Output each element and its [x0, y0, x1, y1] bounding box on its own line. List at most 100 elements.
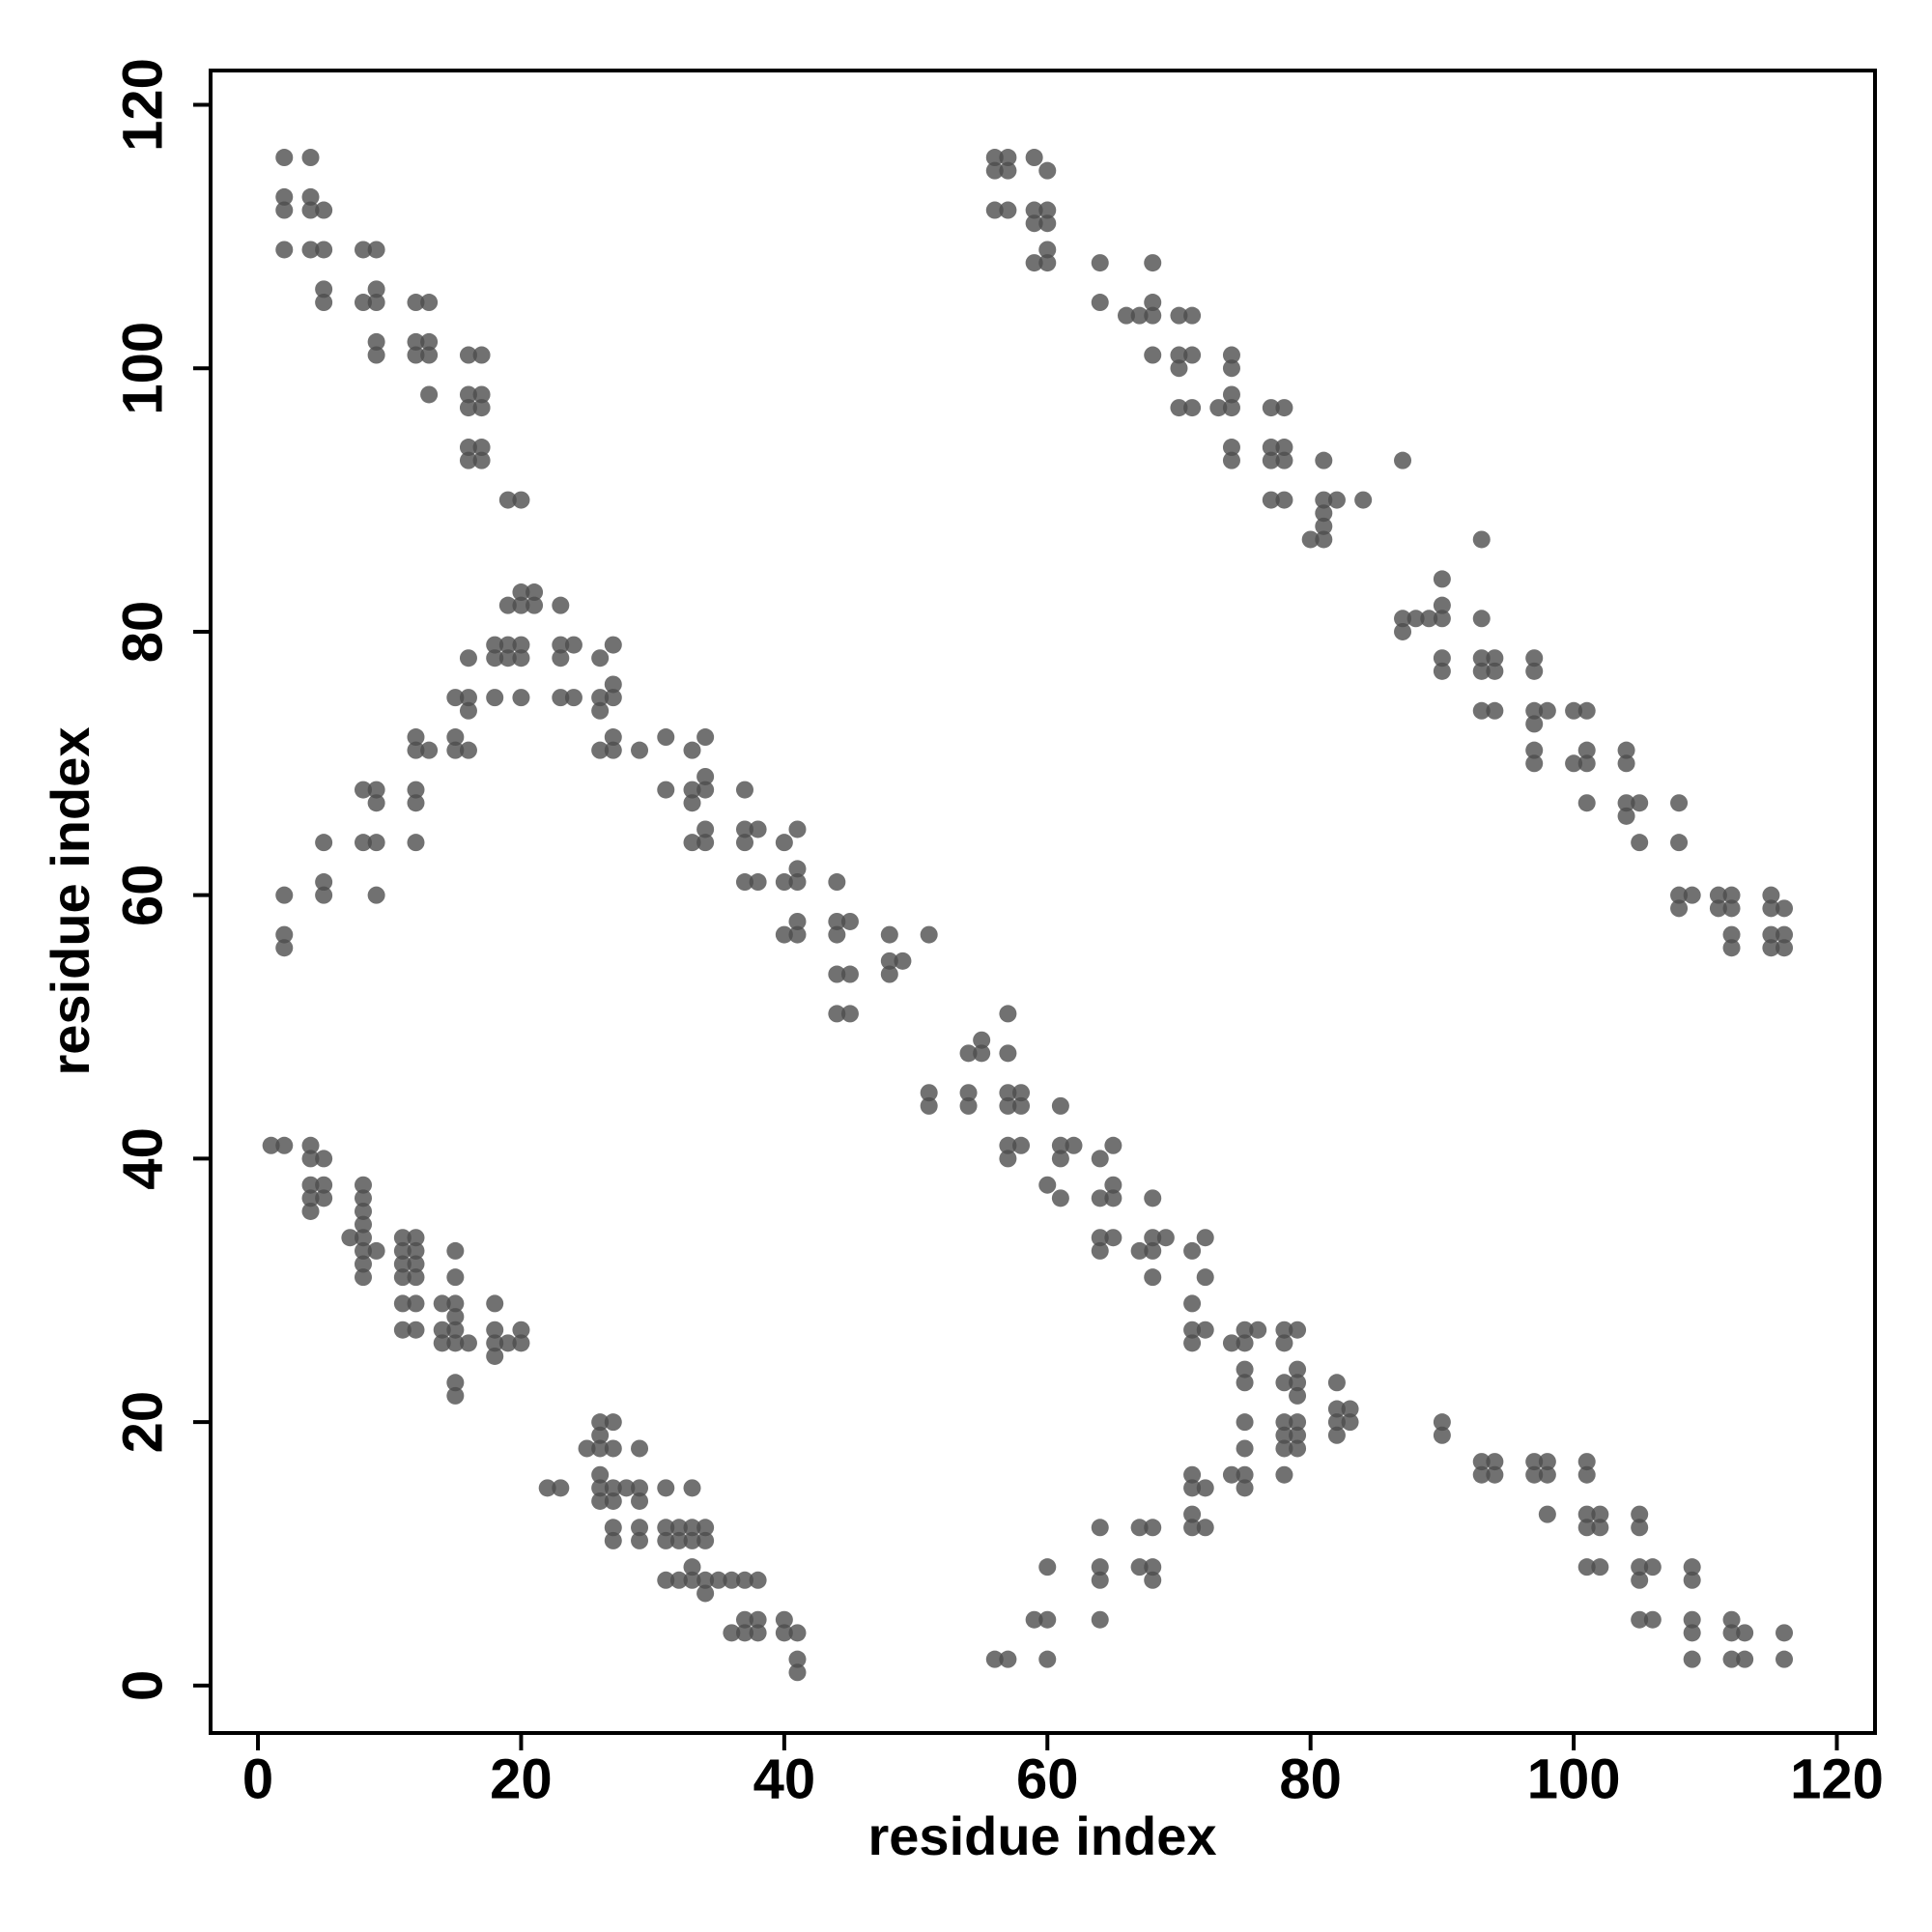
- point: [301, 1189, 320, 1208]
- point: [696, 767, 715, 785]
- point: [1091, 1558, 1109, 1577]
- point: [1183, 1465, 1202, 1484]
- point: [354, 781, 372, 799]
- point: [1472, 530, 1491, 549]
- point: [367, 834, 385, 852]
- point: [1275, 1321, 1293, 1339]
- point: [723, 1624, 741, 1642]
- point: [1144, 1558, 1162, 1577]
- point: [512, 1334, 530, 1352]
- point: [1104, 1229, 1122, 1247]
- point: [315, 886, 333, 904]
- point: [1275, 491, 1293, 509]
- point: [1354, 491, 1373, 509]
- point: [407, 1268, 425, 1287]
- point: [1117, 306, 1135, 325]
- point: [591, 701, 610, 720]
- point: [604, 1531, 622, 1549]
- point: [683, 1519, 701, 1537]
- point: [920, 1084, 938, 1102]
- point: [1591, 1558, 1609, 1577]
- point: [341, 1229, 359, 1247]
- point: [617, 1479, 636, 1497]
- point: [1617, 754, 1635, 773]
- point: [315, 1150, 333, 1168]
- point: [1104, 1176, 1122, 1194]
- point: [1472, 701, 1491, 720]
- point: [1289, 1386, 1307, 1405]
- point: [788, 820, 807, 838]
- point: [604, 1439, 622, 1458]
- point: [275, 939, 294, 957]
- point: [1762, 939, 1780, 957]
- point: [604, 741, 622, 759]
- point: [538, 1479, 556, 1497]
- point: [1275, 399, 1293, 417]
- point: [1038, 201, 1057, 219]
- point: [1486, 701, 1504, 720]
- point: [1406, 610, 1425, 628]
- point: [1183, 306, 1202, 325]
- point: [1683, 886, 1701, 904]
- point: [1486, 1453, 1504, 1471]
- point: [959, 1084, 978, 1102]
- point: [591, 1439, 610, 1458]
- point: [393, 1255, 412, 1273]
- point: [1433, 1426, 1451, 1444]
- point: [1683, 1558, 1701, 1577]
- point: [1327, 1426, 1346, 1444]
- point: [393, 1321, 412, 1339]
- point: [999, 201, 1017, 219]
- point: [1538, 1453, 1556, 1471]
- point: [407, 834, 425, 852]
- point: [446, 689, 465, 707]
- point: [1591, 1505, 1609, 1523]
- point: [1631, 834, 1649, 852]
- point: [735, 1624, 753, 1642]
- point: [367, 781, 385, 799]
- point: [354, 834, 372, 852]
- point: [749, 1624, 767, 1642]
- point: [1525, 649, 1544, 668]
- point: [526, 583, 544, 602]
- point: [1051, 1150, 1069, 1168]
- point: [512, 649, 530, 668]
- point: [1262, 399, 1280, 417]
- point: [1262, 491, 1280, 509]
- point: [1670, 886, 1689, 904]
- point: [999, 1650, 1017, 1668]
- point: [1091, 1519, 1109, 1537]
- point: [367, 346, 385, 364]
- point: [1275, 1334, 1293, 1352]
- point: [1486, 662, 1504, 680]
- point: [1170, 359, 1188, 378]
- point: [446, 741, 465, 759]
- point: [1577, 741, 1596, 759]
- point: [1038, 161, 1057, 180]
- point: [894, 952, 912, 970]
- point: [512, 491, 530, 509]
- point: [604, 1519, 622, 1537]
- point: [591, 649, 610, 668]
- y-tick-label: 120: [111, 58, 174, 152]
- point: [683, 741, 701, 759]
- point: [631, 1492, 649, 1510]
- point: [1525, 1453, 1544, 1471]
- point: [1762, 925, 1780, 944]
- point: [604, 689, 622, 707]
- point: [315, 201, 333, 219]
- point: [1104, 1189, 1122, 1208]
- point: [275, 1136, 294, 1154]
- point: [552, 636, 570, 654]
- point: [1776, 1624, 1794, 1642]
- point: [1577, 1453, 1596, 1471]
- point: [1577, 1519, 1596, 1537]
- point: [1275, 1413, 1293, 1432]
- point: [407, 346, 425, 364]
- point: [407, 1321, 425, 1339]
- point: [683, 1558, 701, 1577]
- point: [1236, 1465, 1254, 1484]
- point: [1275, 1426, 1293, 1444]
- point: [1617, 741, 1635, 759]
